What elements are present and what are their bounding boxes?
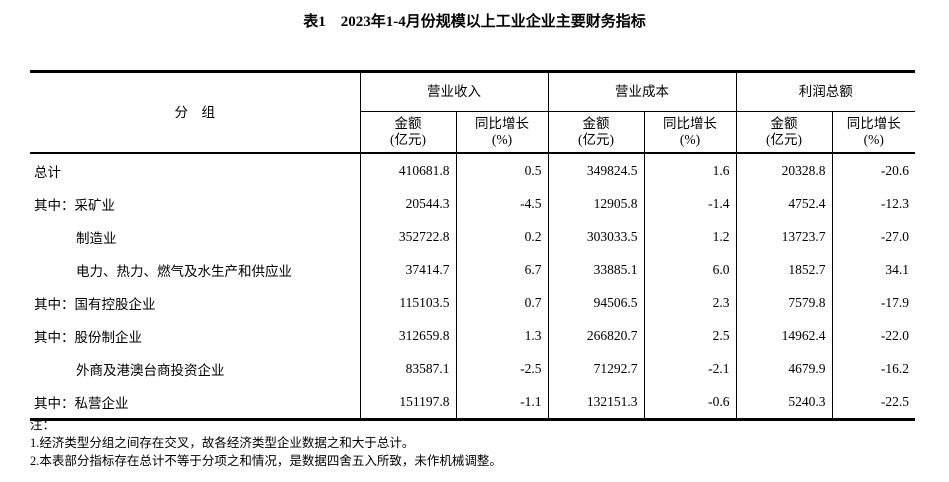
growth-cell: -22.0: [831, 319, 915, 352]
amount-cell: 312659.8: [359, 319, 456, 352]
growth-cell: 34.1: [831, 253, 915, 286]
growth-cell: 2.5: [643, 319, 736, 352]
cost-header: 营业成本: [547, 70, 737, 112]
amount-subheader: 金额 (亿元): [359, 111, 457, 154]
amount-label: 金额: [770, 116, 798, 131]
growth-cell: -20.6: [831, 153, 915, 187]
note-2: 2.本表部分指标存在总计不等于分项之和情况，是数据四舍五入所致，未作机械调整。: [30, 454, 502, 468]
amount-cell: 266820.7: [547, 319, 644, 352]
revenue-header: 营业收入: [359, 70, 549, 112]
note-1: 1.经济类型分组之间存在交叉，故各经济类型企业数据之和大于总计。: [30, 436, 415, 450]
growth-cell: 6.7: [455, 253, 548, 286]
table-row: 电力、热力、燃气及水生产和供应业 37414.7 6.7 33885.1 6.0 1852…: [30, 253, 915, 286]
table-row: 总计 410681.8 0.5 349824.5 1.6 20328.8 -20.6: [30, 153, 915, 187]
growth-cell: -27.0: [831, 220, 915, 253]
row-label: 制造业: [76, 230, 117, 246]
amount-cell: 14962.4: [735, 319, 832, 352]
table-title: 表1 2023年1-4月份规模以上工业企业主要财务指标: [303, 14, 646, 30]
growth-cell: -1.1: [455, 385, 548, 421]
amount-cell: 349824.5: [547, 153, 644, 187]
growth-cell: -1.4: [643, 187, 736, 220]
growth-cell: 0.7: [455, 286, 548, 319]
amount-cell: 4752.4: [735, 187, 832, 220]
growth-unit: (%): [679, 132, 701, 147]
amount-cell: 71292.7: [547, 352, 644, 385]
notes: 注： 1.经济类型分组之间存在交叉，故各经济类型企业数据之和大于总计。 2.本表…: [30, 416, 502, 470]
amount-label: 金额: [582, 116, 610, 131]
amount-unit: (亿元): [390, 132, 426, 147]
growth-cell: 1.6: [643, 153, 736, 187]
amount-unit: (亿元): [766, 132, 802, 147]
row-label: 外商及港澳台商投资企业: [76, 362, 225, 378]
amount-cell: 20328.8: [735, 153, 832, 187]
growth-cell: -12.3: [831, 187, 915, 220]
table-row: 其中：国有控股企业 115103.5 0.7 94506.5 2.3 7579.8 -17.…: [30, 286, 915, 319]
row-label: 电力、热力、燃气及水生产和供应业: [76, 263, 292, 279]
growth-label: 同比增长: [846, 116, 901, 131]
group-header: 分 组: [30, 70, 361, 154]
amount-cell: 303033.5: [547, 220, 644, 253]
growth-cell: -16.2: [831, 352, 915, 385]
amount-unit: (亿元): [578, 132, 614, 147]
profit-header: 利润总额: [735, 70, 915, 112]
row-label: 其中：国有控股企业: [34, 296, 156, 312]
growth-cell: 6.0: [643, 253, 736, 286]
table-row: 其中：私营企业 151197.8 -1.1 132151.3 -0.6 5240.3 -22…: [30, 385, 915, 421]
row-label: 其中：股份制企业: [34, 329, 142, 345]
amount-cell: 94506.5: [547, 286, 644, 319]
amount-cell: 352722.8: [359, 220, 456, 253]
growth-unit: (%): [491, 132, 513, 147]
growth-subheader: 同比增长 (%): [831, 111, 915, 154]
growth-cell: 0.5: [455, 153, 548, 187]
amount-subheader: 金额 (亿元): [547, 111, 645, 154]
amount-cell: 33885.1: [547, 253, 644, 286]
row-label: 其中：采矿业: [34, 197, 115, 213]
growth-label: 同比增长: [475, 116, 529, 131]
amount-cell: 5240.3: [735, 385, 832, 421]
amount-cell: 132151.3: [547, 385, 644, 421]
amount-cell: 151197.8: [359, 385, 456, 421]
amount-cell: 83587.1: [359, 352, 456, 385]
growth-unit: (%): [863, 132, 884, 147]
growth-cell: 1.2: [643, 220, 736, 253]
amount-subheader: 金额 (亿元): [735, 111, 833, 154]
amount-cell: 13723.7: [735, 220, 832, 253]
amount-cell: 7579.8: [735, 286, 832, 319]
table-row: 其中：股份制企业 312659.8 1.3 266820.7 2.5 14962.4 -22…: [30, 319, 915, 352]
growth-label: 同比增长: [663, 116, 717, 131]
growth-cell: 1.3: [455, 319, 548, 352]
table-row: 其中：采矿业 20544.3 -4.5 12905.8 -1.4 4752.4 -12.3: [30, 187, 915, 220]
growth-cell: 0.2: [455, 220, 548, 253]
financial-indicators-table: 分 组 营业收入 营业成本 利润总额 金额 (亿元) 同比增长 (%) 金额 (亿元) 同比…: [30, 70, 915, 421]
amount-cell: 12905.8: [547, 187, 644, 220]
amount-cell: 4679.9: [735, 352, 832, 385]
amount-label: 金额: [394, 116, 422, 131]
growth-cell: 2.3: [643, 286, 736, 319]
growth-cell: -2.1: [643, 352, 736, 385]
growth-cell: -17.9: [831, 286, 915, 319]
amount-cell: 20544.3: [359, 187, 456, 220]
amount-cell: 37414.7: [359, 253, 456, 286]
growth-cell: -0.6: [643, 385, 736, 421]
row-label: 总计: [34, 164, 61, 180]
table-row: 外商及港澳台商投资企业 83587.1 -2.5 71292.7 -2.1 4679.9-…: [30, 352, 915, 385]
growth-cell: -4.5: [455, 187, 548, 220]
note-heading: 注：: [30, 418, 56, 432]
amount-cell: 1852.7: [735, 253, 832, 286]
growth-subheader: 同比增长 (%): [643, 111, 737, 154]
table-row: 制造业 352722.8 0.2 303033.5 1.2 13723.7 -27.0: [30, 220, 915, 253]
row-label: 其中：私营企业: [30, 385, 360, 421]
growth-cell: -22.5: [831, 385, 915, 421]
growth-subheader: 同比增长 (%): [455, 111, 549, 154]
amount-cell: 115103.5: [359, 286, 456, 319]
growth-cell: -2.5: [455, 352, 548, 385]
amount-cell: 410681.8: [359, 153, 456, 187]
